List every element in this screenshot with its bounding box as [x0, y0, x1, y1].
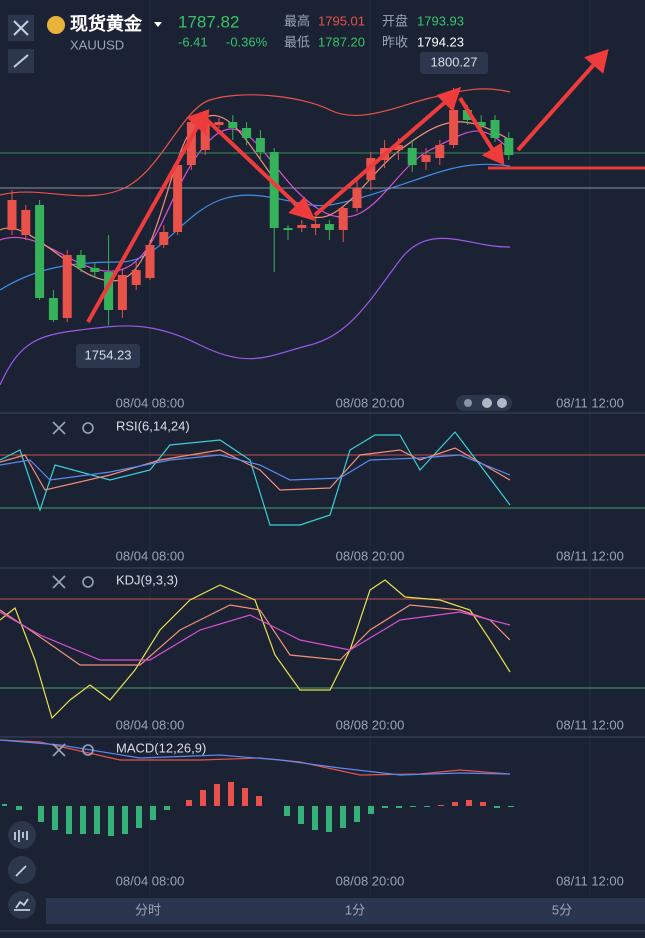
tab[interactable]: 5分 — [552, 902, 572, 917]
candle-body — [297, 225, 307, 228]
x-label: 08/04 08:00 — [116, 395, 185, 410]
candle-body — [311, 224, 321, 228]
tool-button[interactable] — [8, 821, 36, 849]
candle-body — [490, 120, 500, 138]
candle-body — [200, 120, 210, 150]
annotation: 1800.27 — [431, 54, 478, 69]
tab[interactable]: 1分 — [345, 902, 365, 917]
high: 1795.01 — [318, 13, 365, 28]
candle-body — [76, 255, 86, 268]
tab-bar — [46, 898, 645, 924]
instrument-name[interactable]: 现货黄金 — [70, 13, 143, 34]
change-pct: -0.36% — [226, 34, 268, 49]
x-label: 08/04 08:00 — [116, 548, 185, 563]
side-tools — [8, 821, 36, 919]
candle-body — [462, 110, 472, 120]
label: 最高 — [284, 13, 310, 28]
arrows — [86, 48, 609, 323]
kdj-lines — [0, 579, 645, 720]
x-label: 08/11 12:00 — [556, 395, 624, 410]
indicator-label: MACD(12,26,9) — [116, 740, 206, 755]
candle-body — [338, 207, 348, 230]
candle-body — [283, 227, 293, 230]
candle-body — [393, 145, 403, 150]
candle-body — [145, 245, 155, 278]
label: 最低 — [284, 34, 310, 49]
candle-body — [131, 270, 141, 285]
tool-button[interactable] — [8, 891, 36, 919]
candles — [7, 87, 514, 326]
low: 1787.20 — [318, 34, 365, 49]
x-label: 08/08 20:00 — [336, 395, 405, 410]
candle-body — [242, 127, 252, 138]
candle-body — [407, 147, 417, 165]
candle-body — [228, 122, 238, 128]
x-labels: 08/04 08:00 08/08 20:00 08/11 12:00 08/04 0… — [116, 395, 624, 888]
gold-icon — [47, 16, 65, 34]
dropdown[interactable] — [154, 22, 162, 27]
x-label: 08/04 08:00 — [116, 717, 185, 732]
indicator-label: KDJ(9,3,3) — [116, 572, 178, 587]
candle-body — [48, 297, 58, 320]
tab[interactable]: 分时 — [135, 902, 161, 917]
candle-body — [186, 122, 196, 165]
high-marker: 1800.27 — [420, 52, 488, 74]
candle-body — [173, 165, 183, 233]
candle-body — [159, 232, 169, 245]
macd-down — [2, 804, 514, 836]
rsi-lines — [0, 431, 645, 526]
candle-body — [104, 272, 114, 310]
x-label: 08/08 20:00 — [336, 548, 405, 563]
candle-body — [7, 200, 17, 230]
x-label: 08/11 12:00 — [556, 548, 624, 563]
indicator-label: RSI(6,14,24) — [116, 418, 190, 433]
candle-body — [62, 255, 72, 318]
symbol: XAUUSD — [70, 37, 124, 52]
candle-body — [214, 122, 224, 125]
candle-body — [35, 205, 45, 298]
x-label: 08/08 20:00 — [336, 873, 405, 888]
candle-body — [449, 110, 459, 145]
macd-up — [186, 782, 486, 806]
macd-lines — [0, 739, 511, 776]
candle-body — [435, 145, 445, 158]
panel-icons[interactable] — [52, 421, 94, 757]
grid — [0, 0, 645, 895]
candle-body — [21, 210, 31, 235]
prev-close: 1794.23 — [417, 34, 464, 49]
x-label: 08/04 08:00 — [116, 873, 185, 888]
x-label: 08/11 12:00 — [556, 717, 624, 732]
candle-body — [255, 137, 265, 153]
close-icon — [13, 20, 29, 36]
label: 开盘 — [382, 13, 408, 28]
low-marker: 1754.23 — [76, 344, 140, 368]
candle-body — [269, 152, 279, 228]
candle-body — [476, 122, 486, 126]
candle-body — [90, 267, 100, 273]
candle-body — [324, 224, 334, 230]
open: 1793.93 — [417, 13, 464, 28]
page-dots — [456, 395, 512, 411]
change: -6.41 — [178, 34, 208, 49]
candle-body — [504, 137, 514, 155]
label: 昨收 — [382, 34, 408, 49]
candle-body — [421, 155, 431, 163]
annotation: 1754.23 — [85, 347, 132, 362]
x-label: 08/11 12:00 — [556, 873, 624, 888]
shrink-icon — [13, 54, 29, 68]
price: 1787.82 — [178, 12, 239, 31]
candle-body — [352, 187, 362, 208]
x-label: 08/08 20:00 — [336, 717, 405, 732]
candle-body — [117, 275, 127, 310]
